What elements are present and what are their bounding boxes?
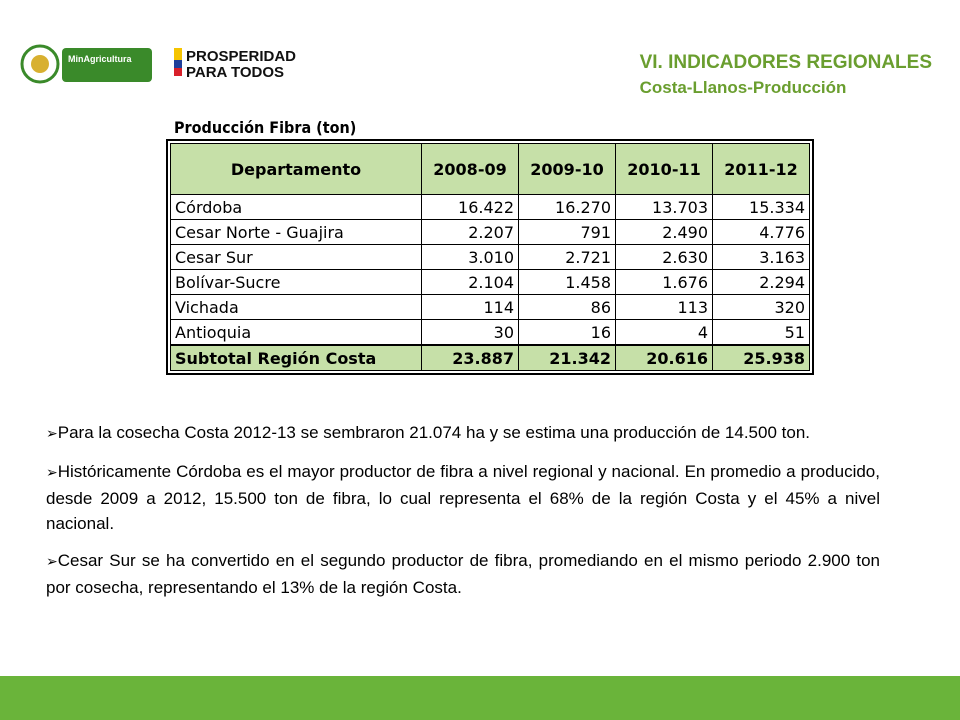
subtitle: Costa-Llanos-Producción (639, 78, 847, 97)
cell: 1.676 (615, 269, 713, 295)
cell: 16.270 (518, 194, 616, 220)
cell: Antioquia (170, 319, 422, 346)
cell: 2.490 (615, 219, 713, 245)
cell: 16 (518, 319, 616, 346)
logo-text: MinAgricultura (68, 54, 132, 64)
cell: Cesar Sur (170, 244, 422, 270)
cell: 2.630 (615, 244, 713, 270)
row: Vichada 114 86 113 320 (170, 294, 810, 320)
logo-text: PARA TODOS (186, 64, 284, 81)
cell: 320 (712, 294, 810, 320)
cell: 3.010 (421, 244, 519, 270)
cell: 15.334 (712, 194, 810, 220)
seal-center (31, 55, 49, 73)
column-header: 2009-10 (518, 143, 616, 195)
row: Cesar Sur 3.010 2.721 2.630 3.163 (170, 244, 810, 270)
bullet: Para la cosecha Costa 2012-13 se sembrar… (46, 420, 880, 447)
cell: 2.721 (518, 244, 616, 270)
cell: Bolívar-Sucre (170, 269, 422, 295)
row: Córdoba 16.422 16.270 13.703 15.334 (170, 194, 810, 220)
cell: 3.163 (712, 244, 810, 270)
row: Subtotal Región Costa 23.887 21.342 20.616 2… (170, 344, 810, 371)
cell: 30 (421, 319, 519, 346)
column-header: 2010-11 (615, 143, 713, 195)
cell: 114 (421, 294, 519, 320)
cell: 2.104 (421, 269, 519, 295)
cell: Subtotal Región Costa (170, 344, 422, 371)
cell: 2.294 (712, 269, 810, 295)
min-box (62, 48, 152, 82)
cell: 1.458 (518, 269, 616, 295)
footer-bar (0, 676, 960, 720)
row: Antioquia 30 16 4 51 (170, 319, 810, 346)
cell: 13.703 (615, 194, 713, 220)
cell: 4.776 (712, 219, 810, 245)
title-block: VI. INDICADORES REGIONALES Costa-Llanos-… (640, 52, 932, 98)
cell: 51 (712, 319, 810, 346)
column-header: 2008-09 (421, 143, 519, 195)
cell: Córdoba (170, 194, 422, 220)
flag (174, 48, 182, 60)
cell: 25.938 (712, 344, 810, 371)
cell: 86 (518, 294, 616, 320)
cell: 113 (615, 294, 713, 320)
cell: 16.422 (421, 194, 519, 220)
cell: 20.616 (615, 344, 713, 371)
row: Bolívar-Sucre 2.104 1.458 1.676 2.294 (170, 269, 810, 295)
table-frame: Departamento 2008-09 2009-10 2010-11 2011-12… (166, 139, 814, 375)
bullets: Para la cosecha Costa 2012-13 se sembrar… (46, 420, 880, 612)
cell: Vichada (170, 294, 422, 320)
cell: 791 (518, 219, 616, 245)
title: VI. INDICADORES REGIONALES (639, 52, 932, 73)
flag (174, 60, 182, 68)
bullet: Cesar Sur se ha convertido en el segundo… (46, 548, 880, 600)
column-header: 2011-12 (712, 143, 810, 195)
cell: 21.342 (518, 344, 616, 371)
header-row: Departamento 2008-09 2009-10 2010-11 2011-12 (170, 143, 810, 195)
cell: Cesar Norte - Guajira (170, 219, 422, 245)
logos: MinAgricultura PROSPERIDAD PARA TODOS (20, 44, 296, 84)
cell: 23.887 (421, 344, 519, 371)
logo-text: PROSPERIDAD (186, 48, 296, 65)
table-caption: Producción Fibra (ton) (174, 118, 357, 137)
bullet: Históricamente Córdoba es el mayor produ… (46, 459, 880, 536)
row: Cesar Norte - Guajira 2.207 791 2.490 4.776 (170, 219, 810, 245)
table: Departamento 2008-09 2009-10 2010-11 2011-12… (170, 143, 810, 371)
cell: 2.207 (421, 219, 519, 245)
flag (174, 68, 182, 76)
cell: 4 (615, 319, 713, 346)
column-header: Departamento (170, 143, 422, 195)
